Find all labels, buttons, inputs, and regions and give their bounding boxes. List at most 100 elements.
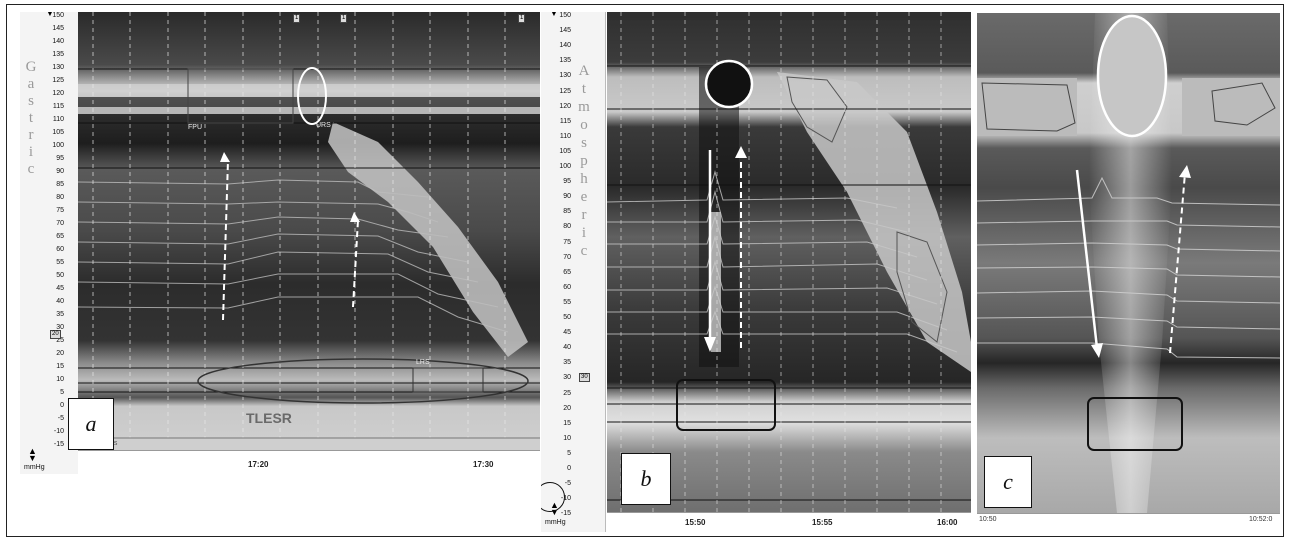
pressure-tick-label: 20 — [56, 350, 64, 357]
pressure-tick-label: -15 — [560, 510, 571, 518]
pressure-tick-label: 110 — [559, 132, 571, 140]
pressure-tick-label: 85 — [563, 208, 571, 216]
pressure-tick-label: 50 — [563, 314, 571, 321]
pressure-tick-label: 135 — [52, 51, 64, 58]
pressure-tick-label: 50 — [56, 272, 64, 279]
unit-label-b: mmHg — [545, 519, 566, 526]
panel-letter-c: c — [984, 456, 1032, 508]
scroll-arrows-icon-a[interactable]: ▲ ▼ — [28, 446, 37, 463]
pressure-tick-label: 60 — [563, 283, 571, 291]
panel-a: 150 145 140 135 130 125 120 115 110 105 100 95 90 85 8… — [20, 12, 540, 474]
pressure-tick-label: 10 — [56, 376, 64, 383]
top-marker-1[interactable]: 1 — [293, 14, 301, 23]
pressure-tick-label: 30 — [56, 324, 64, 331]
time-label-b-3: 16:00 — [937, 518, 958, 527]
region-label-letter: s — [581, 135, 587, 151]
pressure-tick-label: 20 — [563, 404, 571, 412]
pressure-tick-label: 90 — [563, 193, 571, 201]
pressure-tick-label: 45 — [563, 329, 571, 337]
time-label-b-1: 15:50 — [685, 518, 706, 527]
pressure-marker-b[interactable]: 30 — [579, 373, 590, 382]
pressure-tick-label: 5 — [567, 449, 571, 457]
region-label-letter: i — [581, 225, 587, 241]
pressure-tick-label: 25 — [56, 337, 64, 344]
pressure-axis-a: 150 145 140 135 130 125 120 115 110 105 100 95 90 85 8… — [20, 12, 79, 474]
spatiotemporal-plot-a: FPU URS LRS TLESR 1 s 1 1 1 — [78, 12, 540, 450]
top-marker-3[interactable]: 1 — [518, 14, 526, 23]
annotation-fpu: FPU — [188, 124, 202, 131]
pressure-tick-label: 110 — [52, 116, 64, 123]
time-label-c-1: 10:50 — [979, 516, 997, 523]
pressure-tick-label: 130 — [559, 72, 571, 80]
pressure-tick-label: 95 — [56, 155, 64, 162]
region-label-letter: i — [28, 144, 34, 160]
pressure-tick-label: -10 — [53, 428, 64, 435]
pressure-tick-label: 40 — [563, 344, 571, 352]
pressure-tick-label: 100 — [559, 163, 571, 170]
region-label-letter: A — [578, 63, 590, 79]
panel-letter-a: a — [68, 398, 114, 450]
pressure-tick-label: 0 — [567, 465, 571, 472]
time-axis-c: 10:50 10:52:0 — [977, 513, 1280, 527]
pressure-tick-label: 80 — [563, 223, 571, 231]
panel-letter-b: b — [621, 453, 671, 505]
pressure-topography-b — [607, 12, 971, 512]
pressure-tick-label: 100 — [52, 142, 64, 149]
top-marker-2[interactable]: 1 — [340, 14, 348, 23]
unit-label-a: mmHg — [24, 464, 45, 471]
pressure-tick-label: 135 — [559, 57, 571, 65]
pressure-tick-label: 70 — [563, 253, 571, 261]
range-circle-icon — [541, 482, 565, 512]
pressure-tick-label: 95 — [563, 178, 571, 186]
time-label-b-2: 15:55 — [812, 518, 833, 527]
pressure-topography-c — [977, 13, 1280, 513]
pressure-tick-label: 75 — [563, 238, 571, 246]
pressure-tick-label: 145 — [559, 27, 571, 35]
pressure-tick-label: 15 — [563, 419, 571, 427]
pressure-tick-label: 75 — [56, 207, 64, 214]
pressure-tick-label: -15 — [53, 441, 64, 448]
time-axis-a: 17:20 17:30 — [78, 450, 540, 474]
pressure-marker-a[interactable]: 20 — [50, 330, 61, 339]
pressure-tick-label: 60 — [56, 246, 64, 253]
region-label-letter: c — [580, 243, 588, 259]
pressure-tick-label: 85 — [56, 181, 64, 188]
pressure-tick-label: 35 — [56, 311, 64, 318]
pressure-tick-label: 0 — [60, 402, 64, 409]
pressure-tick-label: 40 — [56, 298, 64, 305]
pressure-tick-label: 55 — [563, 298, 571, 306]
pressure-tick-label: 65 — [563, 268, 571, 276]
pressure-tick-label: 25 — [563, 389, 571, 397]
pressure-tick-label: 140 — [52, 38, 64, 45]
pressure-tick-label: 65 — [56, 233, 64, 240]
region-label-letter: p — [580, 153, 588, 169]
region-label-letter: e — [580, 189, 588, 205]
pressure-tick-label: 120 — [559, 102, 571, 110]
time-label-a-2: 17:30 — [473, 460, 494, 469]
pressure-tick-label: 115 — [52, 103, 64, 110]
pressure-topography-a — [78, 12, 540, 450]
pressure-tick-label: 145 — [52, 25, 64, 32]
pressure-tick-label: 45 — [56, 285, 64, 292]
figure-frame — [6, 4, 1284, 537]
region-label-letter: o — [580, 117, 588, 133]
pressure-tick-label: 15 — [56, 363, 64, 370]
pressure-tick-label: -10 — [560, 495, 571, 503]
pressure-tick-label: 150 — [559, 12, 571, 19]
region-label-letter: G — [25, 59, 37, 75]
pressure-tick-label: 130 — [52, 64, 64, 71]
region-label-letter: h — [580, 171, 588, 187]
pressure-tick-label: 35 — [563, 359, 571, 367]
pressure-tick-label: 140 — [559, 42, 571, 50]
panel-b: 150 145 140 135 130 125 120 115 110 105 100 95 90 85 8… — [541, 12, 971, 532]
annotation-tlesr: TLESR — [246, 410, 292, 426]
region-label-letter: s — [28, 93, 34, 109]
top-arrow-icon-b[interactable]: ▼ — [550, 12, 558, 18]
panel-c: 10:50 10:52:0 c — [977, 13, 1280, 527]
pressure-tick-label: -5 — [564, 480, 571, 488]
top-arrow-icon-a[interactable]: ▼ — [46, 12, 54, 18]
region-label-letter: m — [578, 99, 590, 115]
pressure-tick-label: 55 — [56, 259, 64, 266]
time-label-c-2: 10:52:0 — [1249, 516, 1273, 523]
annotation-urs: URS — [316, 122, 331, 129]
